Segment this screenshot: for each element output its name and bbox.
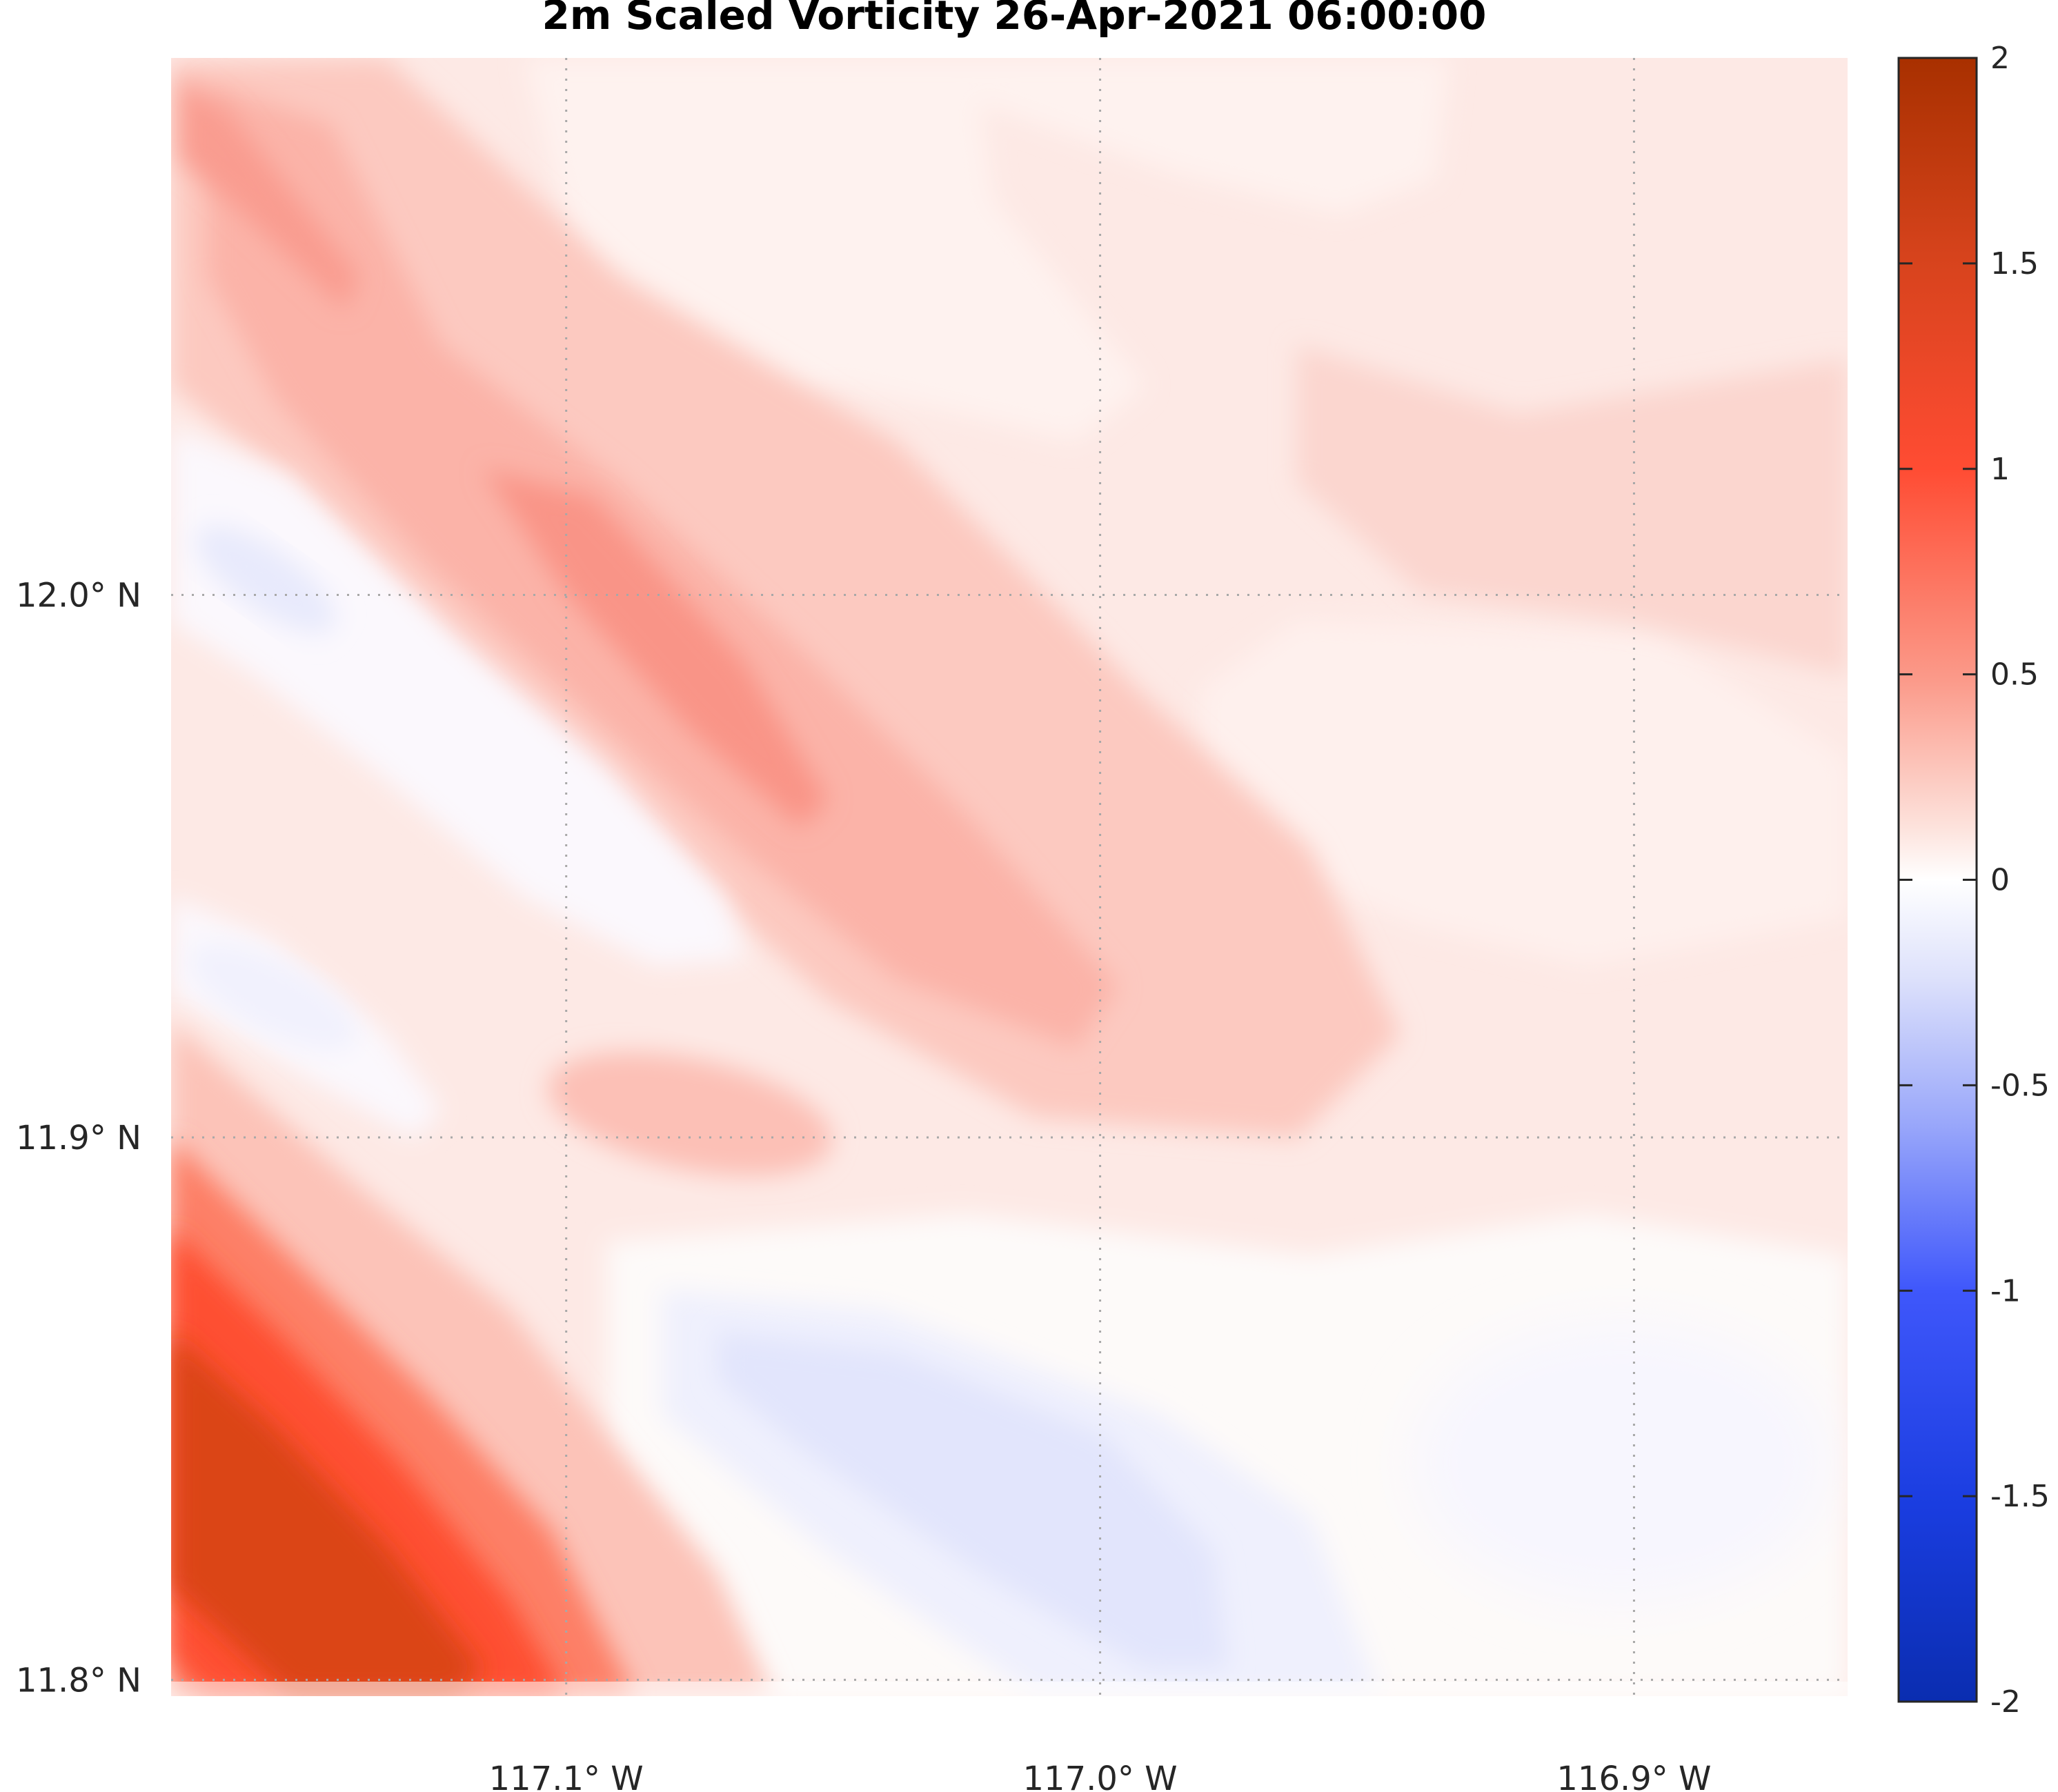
- weak-positive-lobe: [547, 1052, 833, 1176]
- grid-lines: [171, 58, 1848, 1696]
- negative-band-core: [718, 1331, 1228, 1669]
- y-tick-label: 11.9° N: [16, 1119, 141, 1157]
- colorbar-tick-label: -0.5: [1990, 1068, 2050, 1103]
- y-axis-ticks: 11.8° N 11.9° N 12.0° N: [16, 577, 141, 1700]
- colorbar-tick-label: -1.5: [1990, 1479, 2050, 1514]
- negative-core-west: [188, 943, 357, 1051]
- positive-ridge-core: [483, 469, 828, 828]
- colorbar-tick-label: 2: [1990, 41, 2010, 76]
- pale-east-patch: [1200, 621, 1848, 966]
- heatmap-field: [171, 58, 1848, 1696]
- positive-ridge-north-core: [179, 76, 359, 310]
- rose-east-band: [1297, 345, 1848, 676]
- colorbar-tick-label: 0: [1990, 863, 2010, 898]
- x-axis-ticks: 117.1° W 117.0° W 116.9° W: [489, 1760, 1712, 1792]
- colorbar-ticks: 2 1.5 1 0.5 0 -0.5 -1 -1.5 -2: [1899, 41, 2050, 1720]
- x-tick-label: 117.1° W: [489, 1760, 644, 1792]
- positive-ridge-outer: [171, 58, 1401, 1138]
- y-tick-label: 11.8° N: [16, 1661, 141, 1700]
- x-tick-label: 116.9° W: [1556, 1760, 1711, 1792]
- negative-east-lobe: [1414, 1324, 1828, 1600]
- negative-pocket-north: [171, 428, 745, 966]
- y-tick-label: 12.0° N: [16, 577, 141, 615]
- positive-ridge-mid: [207, 83, 1118, 1048]
- negative-core-north: [195, 525, 336, 634]
- colorbar-tick-label: 0.5: [1990, 657, 2039, 693]
- light-north-area: [524, 58, 1449, 441]
- strong-band-core: [171, 1331, 483, 1696]
- bottom-edge-strip: [171, 1682, 1848, 1696]
- colorbar-tick-label: 1.5: [1990, 246, 2039, 281]
- colorbar-tick-label: -2: [1990, 1684, 2021, 1720]
- colorbar-tick-label: 1: [1990, 452, 2010, 487]
- colorbar-tick-label: -1: [1990, 1273, 2021, 1308]
- chart-title: 2m Scaled Vorticity 26-Apr-2021 06:00:00: [542, 0, 1487, 39]
- x-tick-label: 117.0° W: [1022, 1760, 1177, 1792]
